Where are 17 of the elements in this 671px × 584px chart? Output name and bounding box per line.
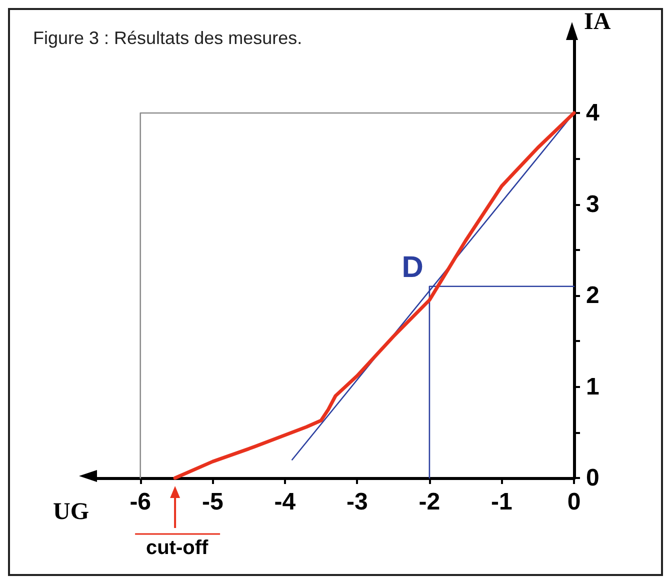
y-tick-label: 2 xyxy=(586,282,600,309)
x-tick-label: -1 xyxy=(491,488,512,516)
x-tick-label: 0 xyxy=(567,488,581,516)
x-tick-label: -4 xyxy=(274,488,296,516)
chart-title: Figure 3 : Résultats des mesures. xyxy=(33,28,302,48)
y-axis-title: IA xyxy=(584,9,612,35)
y-tick-label: 4 xyxy=(586,100,600,126)
annotation: D xyxy=(402,250,424,284)
annotation: cut-off xyxy=(146,537,208,559)
y-tick-label: 0 xyxy=(586,464,600,492)
x-axis-title: UG xyxy=(53,499,90,525)
x-tick-label: -3 xyxy=(346,488,368,516)
x-tick-label: -5 xyxy=(202,488,224,516)
x-tick-label: -6 xyxy=(130,488,152,516)
x-tick-label: -2 xyxy=(418,488,440,516)
y-tick-label: 3 xyxy=(586,190,600,218)
y-tick-label: 1 xyxy=(586,373,600,400)
